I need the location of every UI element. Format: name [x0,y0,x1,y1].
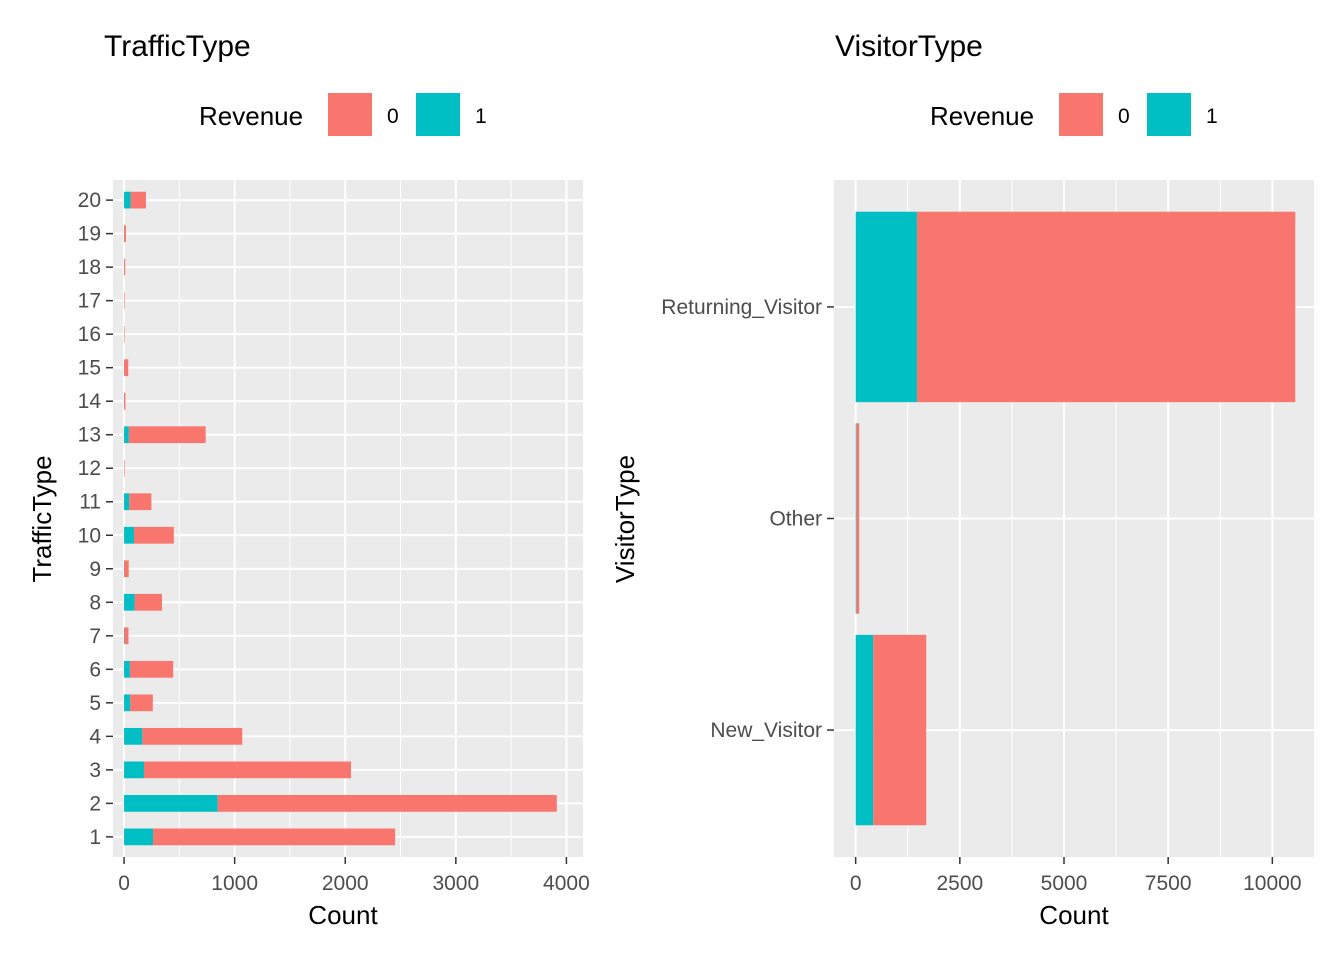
chart-title: TrafficType [104,30,251,63]
bar-segment-revenue-0 [134,526,174,544]
legend-label-1: 1 [1206,105,1218,128]
plot-panel [113,180,583,857]
y-tick-label: 15 [78,357,101,380]
bar-segment-revenue-1 [124,191,131,209]
bar-segment-revenue-0 [217,794,557,812]
bar-segment-revenue-1 [124,727,143,745]
bar-segment-revenue-0 [142,727,243,745]
bar-segment-revenue-0 [124,560,129,578]
x-tick-label: 2500 [936,872,983,895]
bar-segment-revenue-0 [124,627,129,645]
legend: Revenue 0 1 [199,93,487,136]
x-tick-label: 0 [118,872,130,895]
legend-key-1 [1147,93,1191,136]
chart-traffictype: TrafficType Revenue 0 1 1234567891011121… [27,30,590,930]
bar-segment-revenue-0 [143,761,351,779]
bar-segment-revenue-0 [124,359,129,377]
legend-title: Revenue [199,101,303,131]
x-axis: 0 1000 2000 3000 4000 [118,857,590,895]
y-tick-label: 2 [89,792,101,815]
y-tick-label: Other [769,508,822,531]
legend-label-0: 0 [387,105,399,128]
bar-segment-revenue-1 [124,426,129,444]
x-tick-label: 5000 [1041,872,1088,895]
bar-segment-revenue-0 [873,634,927,826]
chart-title: VisitorType [835,30,983,63]
y-tick-label: 1 [89,826,101,849]
y-tick-label: 9 [89,558,101,581]
y-axis-title: VisitorType [610,455,640,583]
x-tick-label: 7500 [1145,872,1192,895]
x-tick-label: 1000 [211,872,258,895]
bar-segment-revenue-0 [128,426,206,444]
legend-key-0 [1059,93,1103,136]
bar-segment-revenue-1 [855,634,874,826]
legend-label-1: 1 [475,105,487,128]
x-tick-label: 3000 [432,872,479,895]
y-tick-label: 10 [78,524,101,547]
bar-segment-revenue-0 [153,828,396,846]
x-tick-label: 10000 [1243,872,1301,895]
chart-visitortype: VisitorType Revenue 0 1 New_Visitor Other… [610,30,1314,930]
bar-segment-revenue-1 [124,493,130,511]
x-axis: 0 2500 5000 7500 10000 [850,857,1302,895]
legend-title: Revenue [930,101,1034,131]
bar-segment-revenue-1 [124,794,218,812]
bar-segment-revenue-0 [124,292,125,310]
x-tick-label: 2000 [322,872,369,895]
bar-segment-revenue-1 [124,828,154,846]
bar-segment-revenue-0 [124,459,125,477]
bar-segment-revenue-0 [124,325,125,343]
y-axis: New_Visitor Other Returning_Visitor [661,296,834,742]
y-tick-label: 20 [78,189,101,212]
y-tick-label: 14 [78,390,102,413]
y-tick-label: 17 [78,290,101,313]
bar-segment-revenue-0 [129,493,152,511]
legend-key-0 [328,93,372,136]
bar-segment-revenue-0 [130,694,153,712]
y-tick-label: 6 [89,658,101,681]
y-tick-label: 4 [89,725,101,748]
x-axis-title: Count [1039,900,1109,930]
y-tick-label: 19 [78,223,101,246]
y-tick-label: 13 [78,424,101,447]
bar-segment-revenue-1 [124,593,135,611]
y-tick-label: 16 [78,323,101,346]
y-tick-label: 18 [78,256,101,279]
bar-segment-revenue-0 [916,211,1296,403]
bar-segment-revenue-0 [856,423,860,614]
y-tick-label: 11 [79,491,101,514]
bar-segment-revenue-1 [124,660,130,678]
y-tick-label: Returning_Visitor [661,296,822,319]
bar-segment-revenue-0 [134,593,162,611]
y-tick-label: 8 [89,591,101,614]
bar-segment-revenue-1 [124,526,135,544]
bar-segment-revenue-0 [129,660,174,678]
y-tick-label: 7 [89,625,101,648]
bar-segment-revenue-1 [855,211,917,403]
bar-segment-revenue-0 [124,225,126,243]
y-tick-label: 3 [89,759,101,782]
y-axis-title: TrafficType [27,455,57,582]
y-tick-label: 12 [78,457,101,480]
bar-segment-revenue-0 [130,191,146,209]
y-tick-label: 5 [89,692,101,715]
legend-label-0: 0 [1118,105,1130,128]
x-tick-label: 4000 [543,872,590,895]
bar-segment-revenue-0 [124,392,126,410]
legend-key-1 [416,93,460,136]
x-axis-title: Count [308,900,378,930]
legend: Revenue 0 1 [930,93,1218,136]
bars [855,211,1296,826]
y-tick-label: New_Visitor [710,719,822,742]
bar-segment-revenue-0 [124,258,126,276]
bar-segment-revenue-1 [855,423,857,614]
bars [124,191,557,846]
x-tick-label: 0 [850,872,862,895]
bar-segment-revenue-1 [124,694,131,712]
bar-segment-revenue-1 [124,761,144,779]
